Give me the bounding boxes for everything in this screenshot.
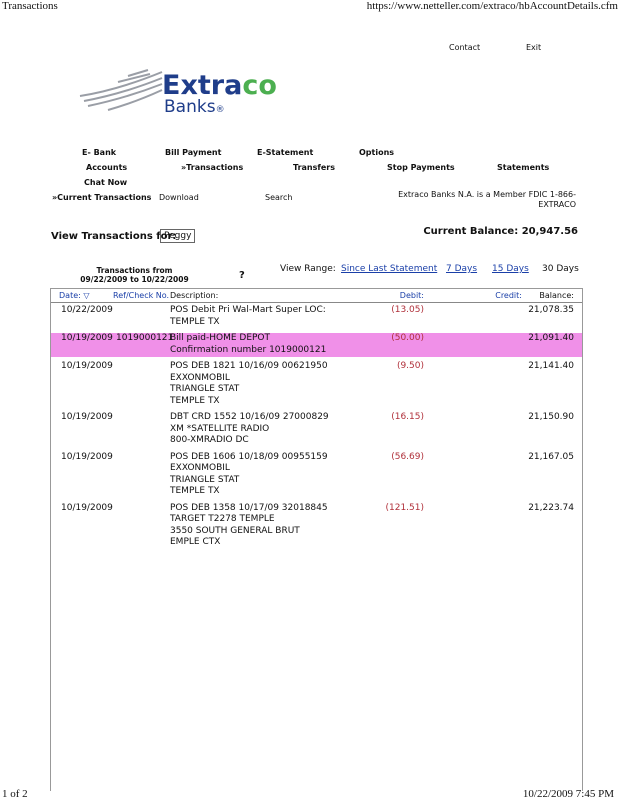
- description-line: POS DEB 1821 10/16/09 00621950: [170, 361, 328, 371]
- description-line: DBT CRD 1552 10/16/09 27000829: [170, 412, 329, 422]
- range-link[interactable]: Since Last Statement: [341, 264, 438, 274]
- balance-cell: 21,150.90: [528, 412, 574, 422]
- balance-cell: 21,223.74: [528, 502, 574, 513]
- nav-link[interactable]: Transfers: [293, 163, 335, 172]
- subnav-link[interactable]: Search: [265, 193, 293, 202]
- description-line: TEMPLE TX: [170, 316, 220, 327]
- logo-sub: Banks®: [164, 97, 225, 117]
- table-header: Date: ▽ Ref/Check No. Description: Debit…: [51, 289, 582, 303]
- ref-cell: 1019000121: [116, 333, 174, 343]
- nav-link[interactable]: Accounts: [86, 163, 128, 172]
- header-cell[interactable]: Ref/Check No.: [113, 291, 170, 300]
- transaction-row: 10/19/2009 POS DEB 1821 10/16/09 00621950…: [51, 361, 582, 408]
- description-line: TRIANGLE STAT: [170, 384, 240, 394]
- current-balance: Current Balance: 20,947.56: [423, 226, 578, 237]
- print-title: Transactions: [2, 0, 58, 12]
- transactions-table: Date: ▽ Ref/Check No. Description: Debit…: [50, 288, 583, 791]
- balance-cell: 21,078.35: [528, 305, 574, 315]
- exit-link[interactable]: Exit: [526, 43, 542, 52]
- description-line: POS Debit Pri Wal-Mart Super LOC:: [170, 305, 326, 315]
- header-cell: Balance:: [539, 291, 574, 300]
- range-link[interactable]: 15 Days: [492, 264, 529, 274]
- logo-name: Extraco: [162, 70, 277, 101]
- nav-link[interactable]: Bill Payment: [165, 148, 222, 157]
- description-line: XM *SATELLITE RADIO: [170, 423, 270, 434]
- description-line: 800-XMRADIO DC: [170, 435, 249, 445]
- logo-swoosh: [79, 69, 163, 111]
- transaction-row: 10/19/2009 DBT CRD 1552 10/16/09 27000829…: [51, 412, 582, 448]
- header-cell[interactable]: Credit:: [495, 291, 522, 300]
- balance-cell: 21,141.40: [528, 361, 574, 371]
- description-line: 3550 SOUTH GENERAL BRUT: [170, 525, 300, 536]
- nav-link[interactable]: »Transactions: [181, 163, 244, 172]
- print-page: 1 of 2: [2, 788, 28, 800]
- balance-cell: 21,091.40: [528, 333, 574, 343]
- date-cell: 10/19/2009: [61, 333, 113, 343]
- logo-mark: ®: [215, 105, 225, 115]
- print-url: https://www.netteller.com/extraco/hbAcco…: [366, 0, 618, 12]
- description-line: TRIANGLE STAT: [170, 474, 240, 485]
- contact-link[interactable]: Contact: [449, 43, 481, 52]
- description-line: POS DEB 1606 10/18/09 00955159: [170, 451, 328, 462]
- header-cell[interactable]: Date: ▽: [59, 291, 90, 300]
- date-cell: 10/22/2009: [61, 305, 113, 315]
- transaction-row: 10/22/2009 POS Debit Pri Wal-Mart Super L…: [51, 305, 582, 329]
- range-option[interactable]: 30 Days: [542, 264, 579, 274]
- description-line: Bill paid-HOME DEPOT: [170, 333, 271, 343]
- description-line: TARGET T2278 TEMPLE: [170, 514, 275, 524]
- description-line: EXXONMOBIL: [170, 463, 230, 473]
- debit-cell: (56.69): [391, 451, 424, 462]
- date-cell: 10/19/2009: [61, 502, 113, 513]
- view-range-label: View Range:: [280, 264, 336, 274]
- debit-cell: (16.15): [391, 412, 424, 422]
- description-line: POS DEB 1358 10/17/09 32018845: [170, 502, 328, 513]
- description-line: TEMPLE TX: [170, 395, 220, 406]
- fdic-note: Extraco Banks N.A. is a Member FDIC 1-86…: [398, 190, 576, 209]
- debit-cell: (9.50): [396, 361, 424, 371]
- balance-cell: 21,167.05: [528, 451, 574, 462]
- header-cell[interactable]: Debit:: [399, 291, 424, 300]
- range-link[interactable]: 7 Days: [446, 264, 478, 274]
- header-cell: Description:: [170, 291, 219, 300]
- transaction-row: 10/19/2009 POS DEB 1606 10/18/09 00955159…: [51, 452, 582, 499]
- subnav-link[interactable]: Download: [159, 193, 199, 202]
- view-for-label: View Transactions for:: [51, 231, 177, 242]
- print-datetime: 10/22/2009 7:45 PM: [522, 788, 614, 800]
- account-select[interactable]: Peggy: [160, 229, 196, 243]
- help-icon[interactable]: ?: [239, 270, 245, 281]
- debit-cell: (13.05): [391, 305, 424, 315]
- nav-link[interactable]: Statements: [497, 163, 550, 172]
- description-line: EMPLE CTX: [170, 537, 221, 547]
- date-cell: 10/19/2009: [61, 361, 113, 371]
- description-line: EXXONMOBIL: [170, 372, 230, 383]
- date-cell: 10/19/2009: [61, 451, 113, 462]
- logo-name-end: co: [242, 70, 277, 101]
- description-line: Confirmation number 1019000121: [170, 344, 327, 355]
- nav-link[interactable]: Stop Payments: [387, 163, 455, 172]
- range-text: Transactions from 09/22/2009 to 10/22/20…: [80, 266, 189, 284]
- nav-link[interactable]: E-Statement: [257, 148, 314, 157]
- subnav-link[interactable]: »Current Transactions: [52, 193, 152, 202]
- nav-link[interactable]: Chat Now: [84, 178, 128, 187]
- logo-name-start: Extra: [162, 70, 243, 101]
- balance-value: 20,947.56: [521, 226, 578, 237]
- balance-label: Current Balance:: [423, 226, 519, 237]
- nav-link[interactable]: Options: [359, 148, 395, 157]
- logo-sub-text: Banks: [164, 97, 216, 117]
- description-line: TEMPLE TX: [170, 486, 220, 496]
- date-cell: 10/19/2009: [61, 412, 113, 422]
- nav-link[interactable]: E- Bank: [82, 148, 117, 157]
- transaction-row: 10/19/2009 POS DEB 1358 10/17/09 32018845…: [51, 503, 582, 550]
- debit-cell: (121.51): [385, 502, 424, 513]
- transaction-row: 10/19/2009 1019000121 Bill paid-HOME DEPOT…: [51, 333, 582, 357]
- debit-cell: (50.00): [391, 333, 424, 343]
